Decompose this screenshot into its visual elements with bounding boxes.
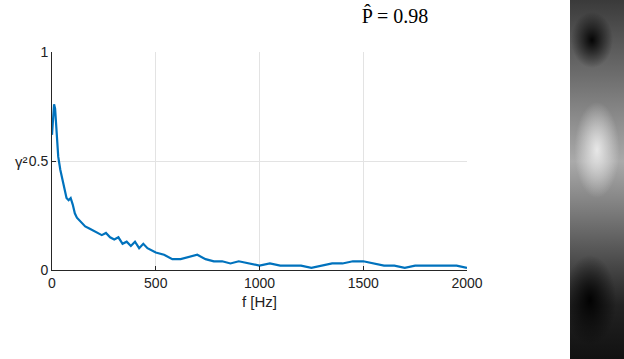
svg-text:500: 500 — [144, 275, 168, 291]
svg-text:0: 0 — [48, 275, 56, 291]
svg-text:γ²: γ² — [15, 153, 28, 170]
svg-text:0: 0 — [40, 262, 48, 278]
svg-text:0.5: 0.5 — [29, 153, 49, 169]
svg-text:1: 1 — [40, 44, 48, 60]
svg-text:2000: 2000 — [451, 275, 482, 291]
svg-text:f [Hz]: f [Hz] — [242, 293, 277, 310]
svg-text:1000: 1000 — [244, 275, 275, 291]
svg-text:P̂ = 0.98: P̂ = 0.98 — [362, 4, 429, 27]
svg-text:1500: 1500 — [348, 275, 379, 291]
